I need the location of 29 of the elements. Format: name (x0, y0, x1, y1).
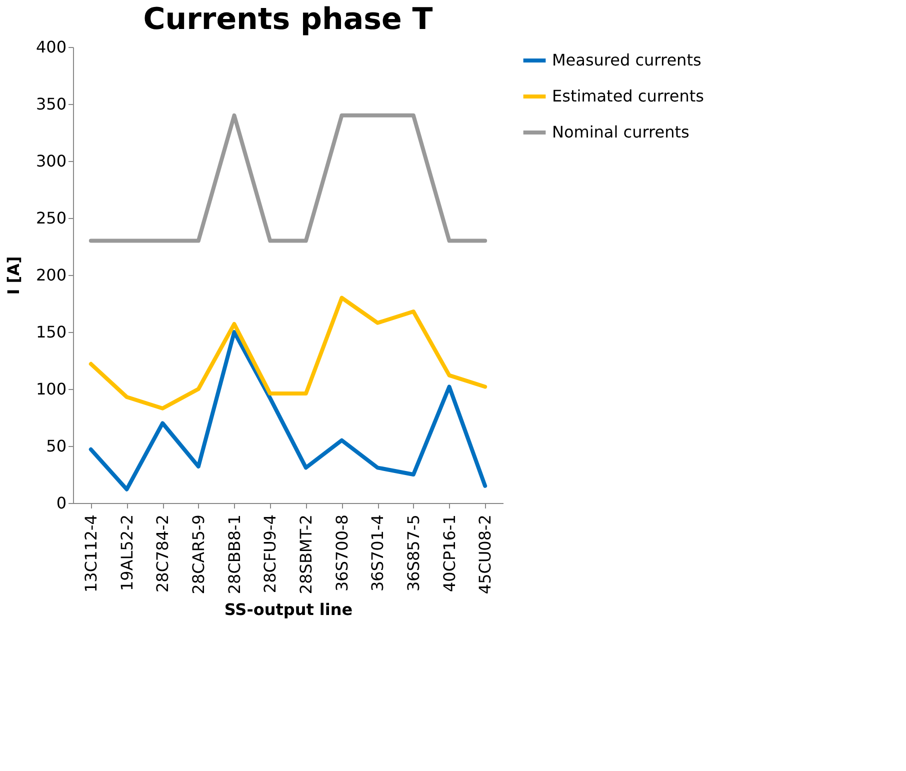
x-tick-label: 36S701-4 (368, 514, 388, 592)
x-tick-label: 45CU08-2 (476, 514, 495, 594)
x-tick-label: 28C784-2 (153, 514, 172, 593)
x-tick-label: 28CBB8-1 (224, 514, 244, 594)
line-series (88, 296, 488, 410)
x-tick-label: 28SBMT-2 (296, 514, 316, 594)
x-tick-label: 19AL52-2 (117, 514, 136, 592)
line-series (88, 330, 488, 492)
y-tick-label: 100 (36, 380, 66, 398)
x-axis-title: SS-output line (224, 600, 353, 620)
y-axis-title: I [A] (4, 256, 23, 295)
chart-title: Currents phase T (143, 2, 434, 37)
y-tick-label: 200 (36, 266, 66, 284)
x-tick-label: 13C112-4 (81, 514, 100, 593)
y-tick-label: 250 (36, 208, 66, 228)
y-tick-label: 150 (36, 322, 66, 342)
legend-label: Estimated currents (552, 86, 704, 106)
x-tick-label: 40CP16-1 (440, 514, 459, 592)
legend-label: Nominal currents (552, 122, 690, 142)
x-tick-label: 36S857-5 (404, 514, 423, 592)
y-tick-label: 350 (36, 94, 66, 114)
x-tick-label: 36S700-8 (332, 514, 352, 592)
y-tick-label: 50 (46, 436, 66, 456)
y-tick-label: 300 (36, 152, 66, 170)
y-tick-label: 0 (56, 494, 66, 512)
y-tick-label: 400 (36, 38, 66, 56)
x-tick-label: 28CFU9-4 (260, 514, 280, 594)
x-tick-label: 28CAR5-9 (188, 514, 208, 594)
legend-label: Measured currents (552, 50, 702, 70)
